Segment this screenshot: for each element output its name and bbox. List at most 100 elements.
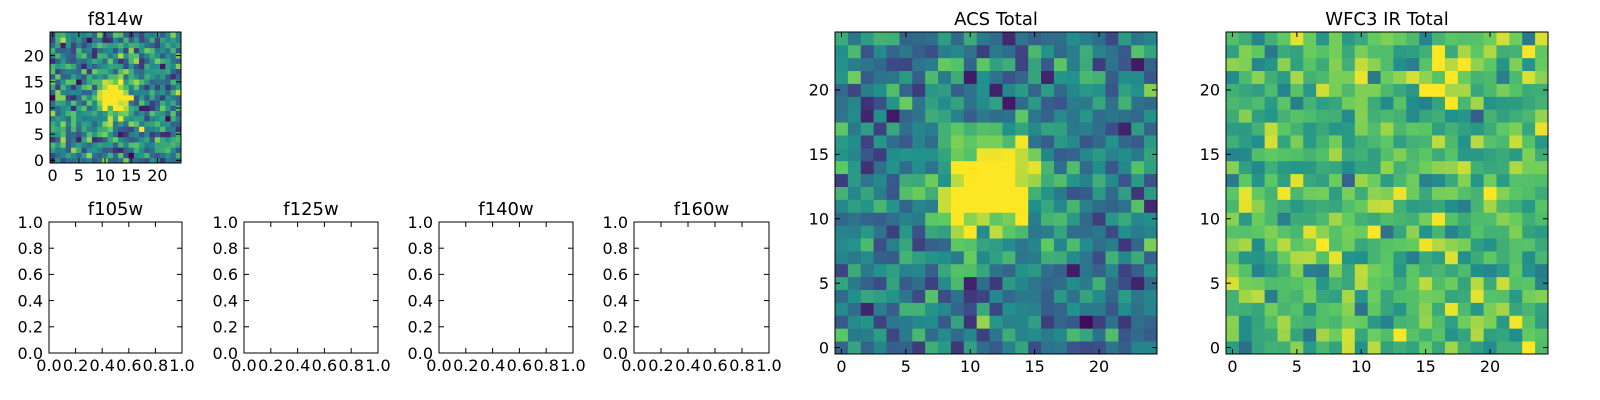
heatmap-cell	[1535, 250, 1549, 265]
heatmap-cell	[144, 89, 150, 96]
heatmap-cell	[1251, 122, 1266, 136]
heatmap-cell	[1406, 57, 1420, 72]
y-tick-label: 0.0	[603, 344, 628, 363]
x-tick-label: 20	[147, 166, 167, 185]
heatmap-cell	[165, 105, 171, 111]
heatmap-cell	[899, 199, 913, 213]
heatmap-cell	[123, 121, 129, 127]
heatmap-cell	[1341, 225, 1356, 239]
heatmap-cell	[1238, 147, 1253, 162]
heatmap-cell	[1105, 225, 1119, 239]
heatmap-cell	[50, 152, 56, 159]
heatmap-cell	[128, 63, 135, 70]
heatmap-cell	[1028, 186, 1042, 200]
heatmap-cell	[1470, 302, 1484, 316]
heatmap-cell	[950, 315, 965, 329]
heatmap-cell	[81, 47, 88, 54]
heatmap-cell	[149, 136, 156, 143]
heatmap-cell	[1367, 147, 1381, 162]
heatmap-cell	[91, 110, 98, 117]
heatmap-cell	[886, 32, 900, 46]
heatmap-cell	[1041, 83, 1055, 97]
heatmap-cell	[976, 238, 990, 252]
heatmap-cell	[1118, 122, 1132, 136]
heatmap-cell	[1496, 212, 1510, 226]
heatmap-cell	[165, 126, 171, 132]
heatmap-cell	[1483, 276, 1497, 290]
heatmap-cell	[873, 44, 887, 59]
heatmap-cell	[1470, 173, 1484, 187]
heatmap-cell	[1535, 83, 1549, 97]
heatmap-cell	[1329, 44, 1343, 59]
heatmap-cell	[925, 109, 939, 123]
heatmap-cell	[50, 73, 56, 80]
heatmap-cell	[1290, 289, 1304, 303]
heatmap-cell	[133, 157, 140, 164]
f105w-title: f105w	[88, 199, 143, 220]
heatmap-cell	[1053, 186, 1068, 200]
heatmap-cell	[1118, 135, 1132, 149]
heatmap-cell	[886, 238, 900, 252]
heatmap-cell	[1522, 57, 1536, 72]
heatmap-cell	[1002, 289, 1016, 303]
heatmap-cell	[1419, 238, 1433, 252]
heatmap-cell	[1066, 302, 1081, 316]
heatmap-cell	[1105, 328, 1119, 342]
heatmap-cell	[886, 160, 900, 175]
heatmap-cell	[139, 42, 145, 49]
heatmap-cell	[1303, 276, 1317, 290]
heatmap-cell	[86, 136, 93, 143]
heatmap-cell	[112, 37, 119, 43]
heatmap-cell	[1028, 147, 1042, 162]
y-tick-label: 0.0	[408, 344, 433, 363]
heatmap-cell	[1535, 70, 1549, 84]
heatmap-cell	[1264, 199, 1278, 213]
heatmap-cell	[112, 121, 119, 127]
heatmap-cell	[133, 115, 140, 122]
heatmap-cell	[835, 302, 849, 316]
heatmap-cell	[860, 302, 875, 316]
acs-total-axes-frame	[834, 31, 1158, 355]
heatmap-cell	[899, 57, 913, 72]
heatmap-cell	[925, 135, 939, 149]
heatmap-cell	[1041, 302, 1055, 316]
heatmap-cell	[1277, 212, 1291, 226]
heatmap-cell	[1053, 109, 1068, 123]
heatmap-cell	[1380, 199, 1394, 213]
heatmap-cell	[1053, 250, 1068, 265]
heatmap-cell	[70, 47, 77, 54]
heatmap-cell	[1509, 225, 1523, 239]
heatmap-cell	[1444, 263, 1459, 278]
heatmap-cell	[1457, 250, 1472, 265]
heatmap-cell	[873, 250, 887, 265]
heatmap-cell	[950, 276, 965, 290]
heatmap-cell	[1002, 225, 1016, 239]
heatmap-cell	[86, 105, 93, 111]
heatmap-cell	[1118, 250, 1132, 265]
heatmap-cell	[1432, 57, 1446, 72]
heatmap-cell	[835, 212, 849, 226]
heatmap-cell	[847, 250, 862, 265]
heatmap-cell	[1457, 96, 1472, 110]
heatmap-cell	[873, 315, 887, 329]
heatmap-cell	[1092, 315, 1106, 329]
heatmap-cell	[1251, 70, 1266, 84]
heatmap-cell	[1015, 328, 1029, 342]
heatmap-cell	[950, 199, 965, 213]
heatmap-cell	[925, 160, 939, 175]
heatmap-cell	[1053, 32, 1068, 46]
heatmap-cell	[860, 263, 875, 278]
heatmap-cell	[60, 42, 67, 49]
heatmap-cell	[102, 131, 109, 138]
heatmap-cell	[1444, 70, 1459, 84]
heatmap-cell	[123, 52, 129, 59]
heatmap-cell	[1509, 96, 1523, 110]
heatmap-cell	[886, 199, 900, 213]
heatmap-cell	[912, 44, 926, 59]
heatmap-cell	[133, 152, 140, 159]
heatmap-cell	[847, 32, 862, 46]
heatmap-cell	[1329, 225, 1343, 239]
heatmap-cell	[50, 63, 56, 70]
heatmap-cell	[899, 186, 913, 200]
heatmap-cell	[1419, 122, 1433, 136]
